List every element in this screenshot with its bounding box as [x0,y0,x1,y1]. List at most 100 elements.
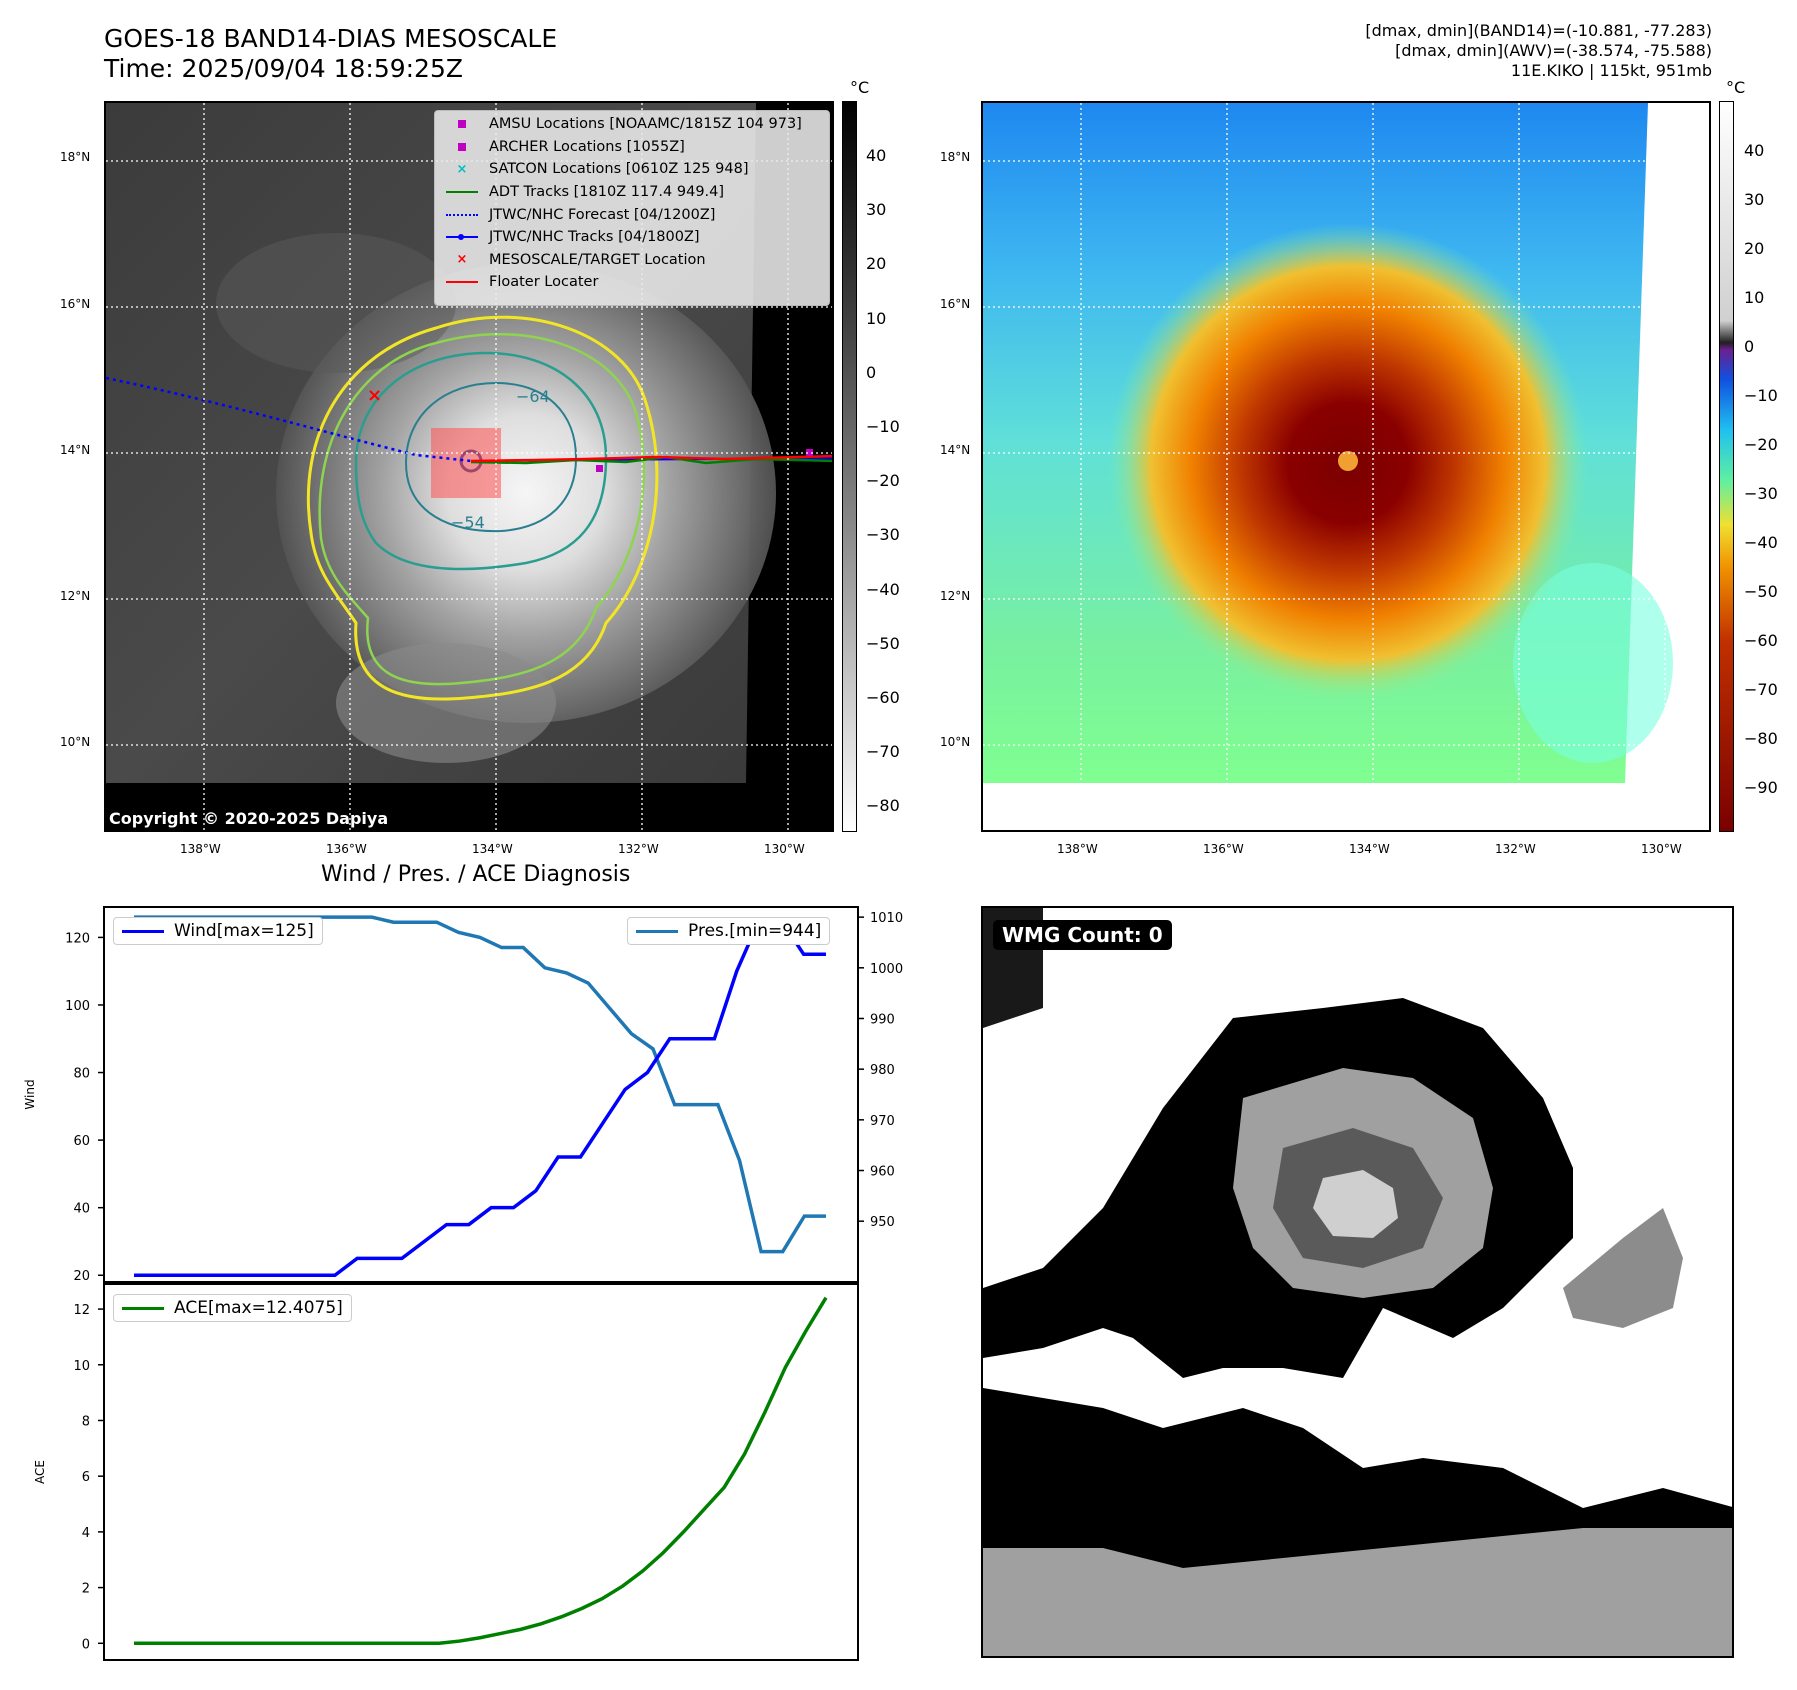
legend-item-satcon: × SATCON Locations [0610Z 125 948] [435,158,829,181]
legend-label: MESOSCALE/TARGET Location [489,251,706,268]
wind-legend: Wind[max=125] [113,917,323,945]
left-colorbar [842,101,857,832]
figure-title: GOES-18 BAND14-DIAS MESOSCALE [104,24,558,53]
legend-item-jtwc-tracks: JTWC/NHC Tracks [04/1800Z] [435,226,829,249]
right-colorbar-tick: −60 [1744,631,1778,650]
legend-label: JTWC/NHC Tracks [04/1800Z] [489,229,700,246]
archer-marker [806,449,813,456]
left-colorbar-tick: 20 [866,254,887,274]
line-icon [441,185,483,199]
lon-label: 130°W [1641,842,1682,856]
right-colorbar [1719,101,1734,832]
info-dmax-awv: [dmax, dmin](AWV)=(-38.574, -75.588) [1395,41,1712,60]
pressure-ytick-label: 1000 [870,962,903,977]
figure-time: Time: 2025/09/04 18:59:25Z [104,54,463,83]
x-marker-icon: × [456,252,468,268]
left-colorbar-tick: −40 [866,579,900,599]
amsu-marker [596,465,603,472]
legend-label: ADT Tracks [1810Z 117.4 949.4] [489,184,725,201]
left-colorbar-tick: −60 [866,688,900,707]
lat-label: 12°N [60,589,91,603]
left-colorbar-tick: 30 [866,200,887,220]
dotted-line-icon [441,208,483,222]
legend-label: ARCHER Locations [1055Z] [489,138,685,155]
forecast-track [106,376,472,463]
storm-cold-tops [1073,213,1633,753]
floater-track [470,454,832,463]
right-colorbar-tick: −30 [1744,484,1778,503]
ace-chart[interactable]: 0 2 4 6 8 10 12 ACE [20,1278,920,1668]
right-colorbar-tick: 40 [1744,141,1765,160]
lat-label: 18°N [60,150,91,164]
ace-ytick-label: 10 [73,1359,90,1374]
left-colorbar-tick: −30 [866,525,900,545]
left-ir-map[interactable]: −64 −54 × Copyright © 2020-2025 Dapiya A… [104,101,834,832]
ace-line [134,1296,828,1646]
pressure-ytick-label: 990 [870,1012,895,1027]
lon-label: 138°W [1057,842,1098,856]
pressure-legend: Pres.[min=944] [627,917,831,945]
lat-label: 14°N [940,443,971,457]
ace-line-icon [122,1306,164,1310]
wind-ytick-label: 120 [65,931,90,946]
pressure-ytick-label: 950 [870,1215,895,1230]
left-colorbar-tick: −70 [866,742,900,762]
lon-label: 136°W [1203,842,1244,856]
wind-ytick-label: 40 [73,1202,90,1217]
line-icon [441,275,483,289]
wmg-panel[interactable]: WMG Count: 0 [981,906,1734,1658]
legend-item-forecast: JTWC/NHC Forecast [04/1200Z] [435,203,829,226]
lat-label: 12°N [940,589,971,603]
square-marker-icon [441,140,483,154]
contour-yellow [306,315,659,701]
left-colorbar-unit: °C [850,78,870,97]
wind-line [134,918,826,1277]
left-colorbar-tick: −50 [866,633,900,653]
legend-label: SATCON Locations [0610Z 125 948] [489,161,749,178]
legend-label: JTWC/NHC Forecast [04/1200Z] [489,206,716,223]
legend-label: Floater Locater [489,274,599,291]
ace-ytick-label: 12 [73,1303,90,1318]
ace-ytick-label: 2 [82,1582,90,1597]
ace-axis-label: ACE [33,1460,47,1484]
wmg-eye [1313,1170,1398,1238]
right-colorbar-tick: 30 [1744,190,1765,209]
pressure-ytick-label: 980 [870,1063,895,1078]
ace-ytick-label: 8 [82,1414,90,1429]
legend-item-adt: ADT Tracks [1810Z 117.4 949.4] [435,181,829,204]
lon-label: 134°W [472,842,513,856]
wind-pressure-chart[interactable]: 20 40 60 80 100 120 950 960 970 980 990 1000 1010 Win… [20,895,920,1295]
right-colorbar-tick: 0 [1744,337,1755,356]
copyright-text: Copyright © 2020-2025 Dapiya [109,809,389,828]
lat-label: 18°N [940,150,971,164]
contour-green [318,332,646,686]
right-colorbar-tick: −20 [1744,435,1778,454]
map-legend: AMSU Locations [NOAAMC/1815Z 104 973] AR… [434,110,830,306]
wind-legend-label: Wind[max=125] [174,921,314,941]
right-colorbar-unit: °C [1726,78,1746,97]
left-colorbar-tick: −20 [866,471,900,491]
right-color-map[interactable] [981,101,1711,832]
storm-eye [1338,451,1358,471]
line-dot-icon [441,230,483,244]
lat-label: 14°N [60,443,91,457]
right-color-map-canvas [983,103,1709,830]
ace-plot-frame [103,1283,859,1661]
pressure-legend-label: Pres.[min=944] [688,921,822,941]
info-storm: 11E.KIKO | 115kt, 951mb [1510,61,1712,80]
right-colorbar-tick: −10 [1744,386,1778,405]
lon-label: 132°W [1495,842,1536,856]
left-colorbar-tick: 40 [866,146,887,165]
square-marker-icon [441,117,483,131]
wmg-pixel-canvas [983,908,1732,1656]
lat-label: 16°N [60,297,91,311]
lon-label: 132°W [618,842,659,856]
legend-item-mesoscale: × MESOSCALE/TARGET Location [435,249,829,272]
left-colorbar-tick: −80 [866,796,900,816]
lon-label: 136°W [326,842,367,856]
right-colorbar-tick: −90 [1744,778,1778,797]
ace-legend-label: ACE[max=12.4075] [174,1298,343,1318]
legend-item-floater: Floater Locater [435,271,829,294]
legend-label: AMSU Locations [NOAAMC/1815Z 104 973] [489,116,802,133]
lat-label: 16°N [940,297,971,311]
